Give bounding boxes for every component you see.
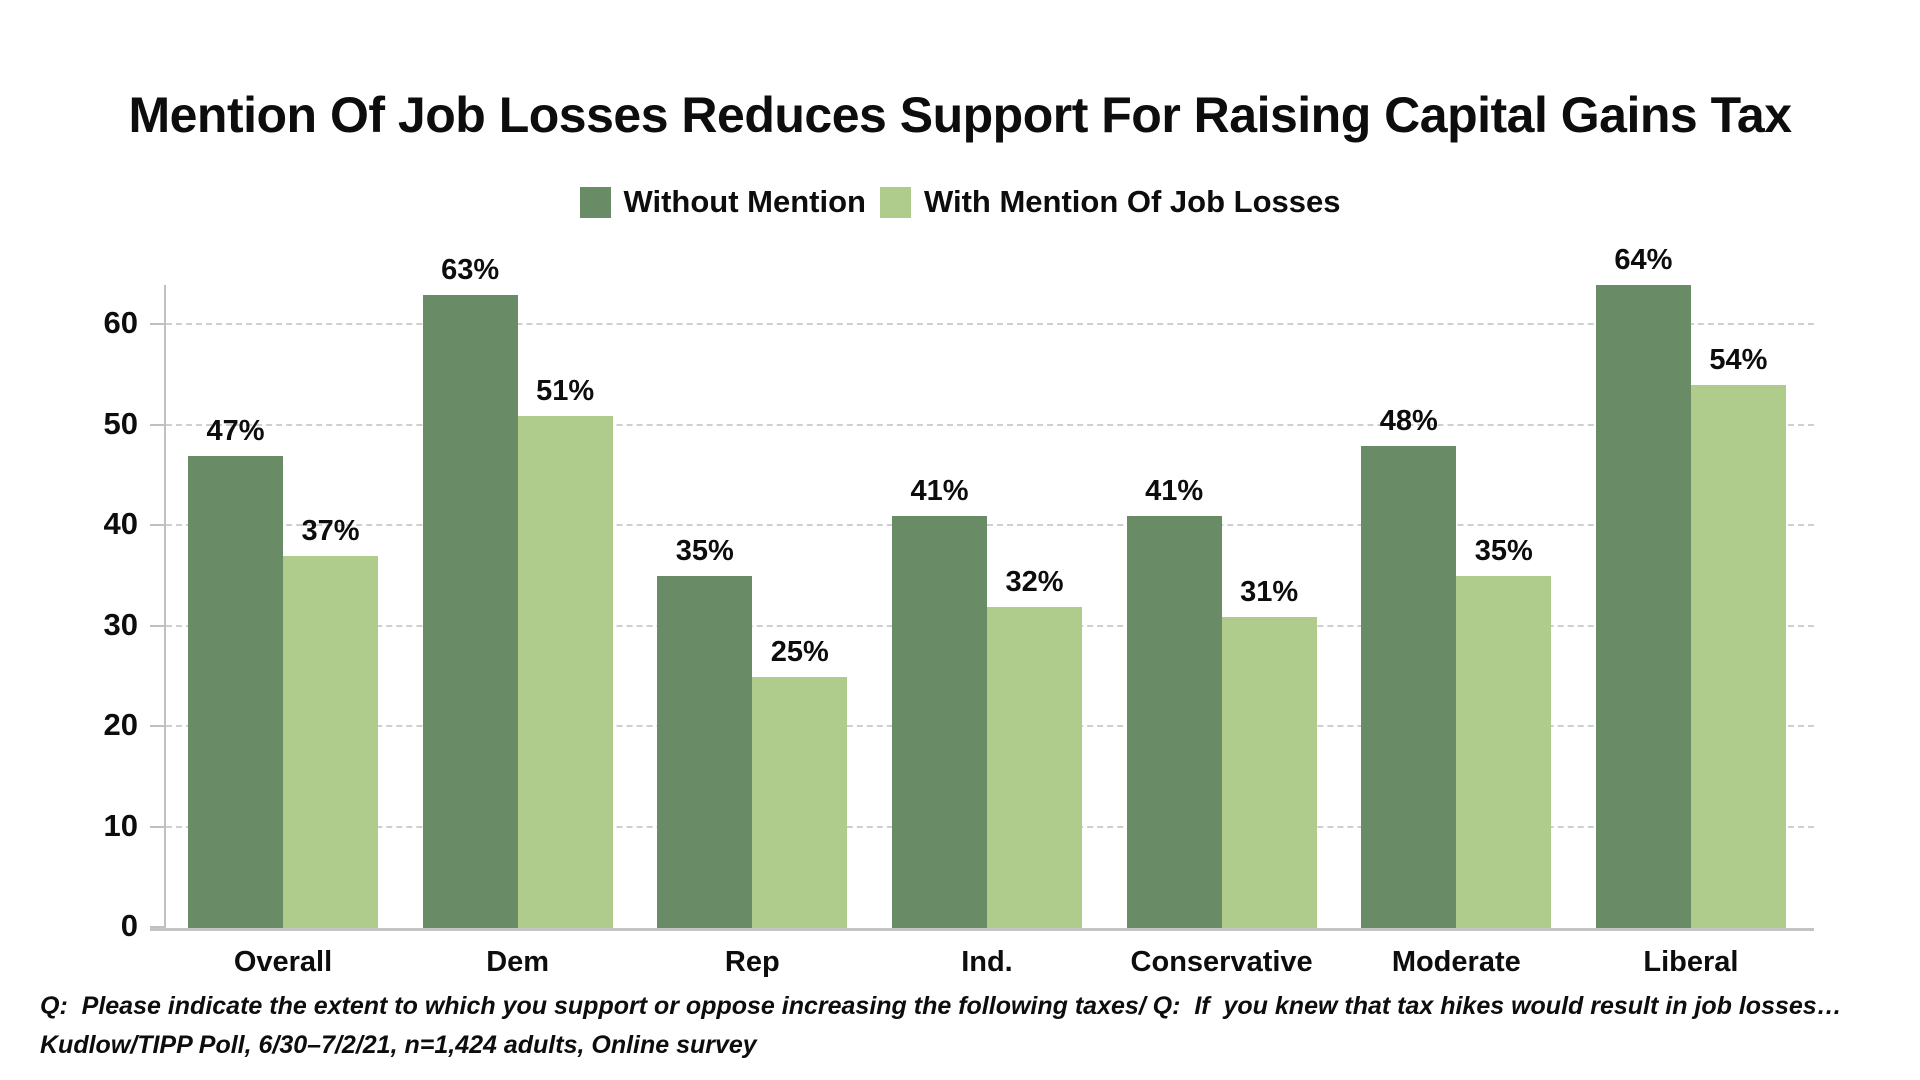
- gridline-50: [166, 423, 1814, 426]
- bar-group-dem: 63% 51% Dem: [422, 254, 613, 978]
- legend-swatch-without-mention-icon: [579, 186, 611, 218]
- value-label-with-mention: 31%: [1240, 575, 1299, 608]
- value-label-without-mention: 48%: [1379, 404, 1438, 437]
- legend-item-with-mention: With Mention Of Job Losses: [879, 184, 1341, 220]
- bar-without-mention: 63%: [422, 254, 518, 928]
- y-tick-mark-60: [150, 323, 164, 326]
- bar-with-mention: 32%: [986, 566, 1082, 928]
- y-tick-label-60: 60: [103, 305, 138, 341]
- gridline-60: [166, 323, 1814, 326]
- bar-group-liberal: 64% 54% Liberal: [1595, 244, 1786, 978]
- value-label-with-mention: 51%: [536, 374, 595, 407]
- value-label-with-mention: 54%: [1709, 344, 1768, 377]
- bar-with-mention: 37%: [283, 515, 378, 928]
- bar-without-mention: 64%: [1595, 244, 1691, 928]
- value-label-with-mention: 32%: [1005, 565, 1064, 598]
- bar-without-mention: 41%: [1126, 475, 1222, 928]
- bar-with-mention: 31%: [1221, 576, 1317, 928]
- y-tick-mark-50: [150, 423, 164, 426]
- bar-with-mention: 25%: [752, 636, 848, 928]
- y-tick-label-10: 10: [103, 807, 138, 843]
- category-label: Dem: [486, 946, 550, 978]
- bar-group-ind: 41% 32% Ind.: [891, 285, 1082, 978]
- chart-title: Mention Of Job Losses Reduces Support Fo…: [128, 87, 1792, 143]
- y-tick-mark-30: [150, 624, 164, 627]
- bar-groups: 47% 37% Overall 63% 51% Dem 35% 25% Rep 41% 32% Ind…: [166, 244, 1814, 978]
- bar-with-mention: 51%: [517, 375, 613, 928]
- y-tick-label-40: 40: [103, 506, 138, 542]
- y-tick-label-30: 30: [103, 606, 138, 642]
- value-label-without-mention: 41%: [910, 475, 969, 508]
- bar-with-mention: 35%: [1456, 535, 1552, 928]
- y-tick-label-20: 20: [103, 707, 138, 743]
- bar-without-mention: 35%: [657, 535, 753, 928]
- bar-without-mention: 47%: [188, 415, 283, 928]
- footnote-source: Kudlow/TIPP Poll, 6/30–7/2/21, n=1,424 a…: [40, 1031, 757, 1059]
- category-label: Ind.: [961, 946, 1013, 978]
- bar-without-mention: 48%: [1361, 405, 1457, 928]
- value-label-without-mention: 35%: [675, 535, 734, 568]
- y-tick-label-50: 50: [103, 405, 138, 441]
- value-label-without-mention: 64%: [1614, 244, 1673, 276]
- y-tick-mark-10: [150, 825, 164, 828]
- x-axis-line: [150, 928, 1814, 931]
- category-label: Overall: [233, 946, 333, 978]
- bar-group-conservative: 41% 31% Conservative: [1126, 285, 1317, 978]
- value-label-without-mention: 47%: [206, 414, 265, 447]
- chart-legend: Without Mention With Mention Of Job Loss…: [0, 184, 1920, 220]
- category-label: Rep: [724, 946, 780, 978]
- bar-with-mention: 54%: [1690, 344, 1786, 928]
- y-tick-mark-0: [150, 926, 164, 928]
- y-tick-label-0: 0: [120, 908, 138, 943]
- y-tick-mark-40: [150, 524, 164, 527]
- category-label: Moderate: [1391, 946, 1521, 978]
- footnote-question: Q: Please indicate the extent to which y…: [40, 992, 1842, 1020]
- category-label: Liberal: [1643, 946, 1739, 978]
- bar-group-overall: 47% 37% Overall: [188, 285, 378, 978]
- category-label: Conservative: [1130, 946, 1313, 978]
- bar-group-rep: 35% 25% Rep: [657, 285, 848, 978]
- legend-item-without-mention: Without Mention: [579, 184, 866, 220]
- legend-label-without-mention: Without Mention: [623, 184, 866, 219]
- value-label-without-mention: 63%: [441, 254, 500, 287]
- y-tick-mark-20: [150, 725, 164, 728]
- legend-swatch-with-mention-icon: [879, 186, 911, 218]
- gridline-40: [166, 524, 1814, 527]
- value-label-without-mention: 41%: [1145, 475, 1204, 508]
- value-label-with-mention: 37%: [301, 515, 360, 548]
- bar-without-mention: 41%: [891, 475, 987, 928]
- legend-label-with-mention: With Mention Of Job Losses: [923, 184, 1341, 219]
- plot-area: 0 10 20 30 40 50 60 47% 37% Overall 63% 51% Dem 35% 2…: [104, 244, 1814, 978]
- value-label-with-mention: 25%: [770, 635, 829, 668]
- value-label-with-mention: 35%: [1474, 535, 1533, 568]
- bar-group-moderate: 48% 35% Moderate: [1361, 285, 1552, 978]
